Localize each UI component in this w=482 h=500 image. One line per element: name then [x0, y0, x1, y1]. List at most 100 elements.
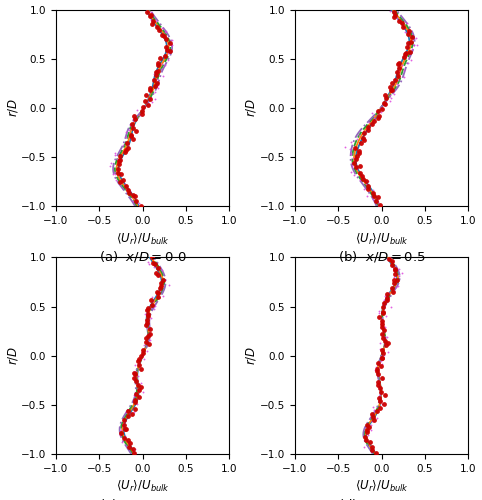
Point: [353, 136, 361, 143]
Point: [378, 106, 386, 114]
Point: [391, 266, 399, 274]
Point: [119, 420, 127, 428]
Point: [401, 24, 408, 32]
Point: [379, 300, 387, 308]
Point: [158, 280, 165, 287]
Point: [380, 99, 388, 107]
Point: [375, 371, 383, 379]
Y-axis label: $r/D$: $r/D$: [6, 98, 20, 117]
Point: [111, 149, 119, 157]
Point: [159, 72, 167, 80]
Point: [401, 28, 408, 36]
Point: [149, 298, 157, 306]
Point: [374, 367, 381, 375]
Point: [393, 14, 401, 22]
Point: [129, 135, 137, 143]
Point: [368, 446, 375, 454]
Point: [134, 380, 141, 388]
Point: [378, 320, 386, 328]
Point: [126, 439, 134, 447]
Point: [127, 410, 134, 418]
Point: [124, 442, 132, 450]
Text: (a)  $x/D = 0.0$: (a) $x/D = 0.0$: [99, 248, 187, 264]
Point: [122, 138, 130, 146]
Point: [129, 444, 136, 452]
Point: [131, 408, 138, 416]
Point: [385, 289, 392, 297]
Point: [142, 310, 149, 318]
Point: [407, 56, 415, 64]
Point: [133, 106, 141, 114]
Point: [370, 192, 377, 200]
Point: [347, 149, 355, 157]
Point: [403, 42, 411, 50]
Point: [359, 134, 367, 142]
Point: [401, 53, 408, 61]
Point: [381, 336, 388, 344]
Point: [145, 100, 152, 108]
Point: [152, 71, 160, 79]
Point: [120, 148, 128, 156]
Point: [148, 293, 156, 301]
Point: [370, 114, 377, 122]
Point: [347, 150, 354, 158]
Point: [154, 264, 161, 272]
Point: [162, 27, 170, 35]
Point: [149, 258, 157, 266]
Point: [147, 304, 155, 312]
Point: [119, 176, 127, 184]
Point: [362, 176, 370, 184]
Point: [375, 382, 383, 390]
Point: [128, 120, 136, 128]
Point: [364, 124, 372, 132]
Point: [153, 78, 161, 86]
Point: [124, 412, 132, 420]
Point: [107, 159, 115, 167]
Point: [369, 442, 376, 450]
Point: [398, 61, 406, 69]
Point: [141, 356, 148, 364]
X-axis label: $\langle U_r \rangle/U_{bulk}$: $\langle U_r \rangle/U_{bulk}$: [116, 232, 170, 246]
Point: [376, 384, 384, 392]
Point: [164, 56, 172, 64]
Point: [126, 439, 134, 447]
Point: [379, 334, 387, 342]
Point: [378, 344, 386, 352]
Point: [120, 422, 127, 430]
Point: [143, 319, 151, 327]
Point: [368, 447, 376, 455]
Point: [406, 48, 414, 56]
Point: [146, 260, 153, 268]
Point: [377, 362, 385, 370]
Point: [364, 178, 372, 186]
Point: [374, 365, 381, 373]
Point: [117, 178, 124, 186]
Point: [402, 52, 410, 60]
Point: [137, 384, 145, 392]
Point: [143, 347, 150, 355]
Point: [146, 336, 154, 344]
Point: [130, 448, 138, 456]
Point: [159, 276, 167, 284]
Point: [380, 350, 388, 358]
Point: [116, 160, 123, 168]
Point: [154, 288, 161, 296]
Point: [370, 194, 377, 202]
Point: [388, 261, 396, 269]
Point: [404, 30, 412, 38]
Point: [390, 90, 398, 98]
Point: [154, 81, 161, 89]
Point: [391, 265, 399, 273]
Point: [131, 370, 139, 378]
Point: [356, 162, 363, 170]
Point: [130, 192, 137, 200]
Point: [377, 324, 385, 332]
Point: [383, 333, 390, 341]
Point: [379, 349, 387, 357]
Point: [383, 290, 391, 298]
Point: [169, 36, 176, 44]
X-axis label: $\langle U_r \rangle/U_{bulk}$: $\langle U_r \rangle/U_{bulk}$: [355, 232, 408, 246]
Point: [147, 254, 155, 262]
Point: [144, 304, 151, 312]
Point: [362, 436, 370, 444]
